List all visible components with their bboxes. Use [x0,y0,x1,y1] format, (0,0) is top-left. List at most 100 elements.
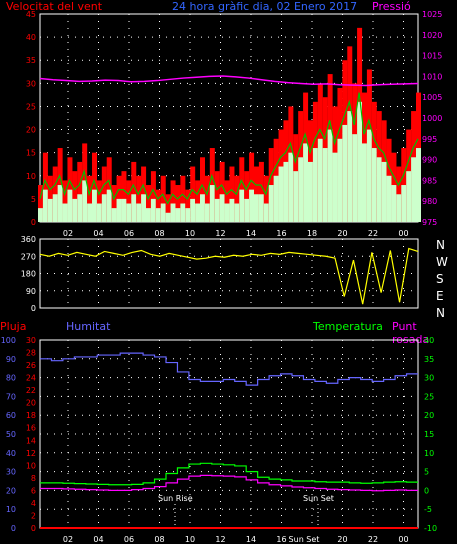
wind-low-bar [386,175,392,222]
direction-panel-ticks: 0 90 180 270 360 [21,235,36,313]
wind-low-bar [47,198,53,222]
x-tick-label: 06 [124,229,134,238]
wind-gust-bar [77,161,83,222]
wind-panel-series [38,27,421,222]
wind-low-bar [322,148,328,222]
rain-tick-label: 26 [26,361,36,370]
y2-tick-label: 1020 [422,31,442,40]
wind-low-bar [411,157,417,222]
wind-gust-bar [234,175,240,222]
direction-w: W [436,255,448,269]
y2-tick-label: 1010 [422,72,442,81]
y-tick-label: 360 [21,235,36,244]
humidity-panel-grid [40,339,418,529]
x-tick-label: 06 [124,535,134,544]
wind-low-bar [121,198,127,222]
wind-low-bar [155,208,161,222]
temp-tick-label: 15 [424,430,434,439]
wind-gust-bar [185,189,191,222]
y-tick-label: 270 [21,252,36,261]
rain-tick-label: 18 [26,411,36,420]
rain-tick-label: 2 [31,511,36,520]
wind-gust-bar [126,180,132,222]
wind-gust-bar [131,161,137,222]
x-tick-label: 02 [63,535,73,544]
wind-low-bar [175,208,181,222]
sunset-axis-label: Sun Set [289,535,320,544]
humidity-tick-label: 10 [6,505,16,514]
wind-low-bar [396,194,402,222]
y2-tick-label: 1025 [422,10,442,19]
wind-gust-bar [111,185,117,222]
wind-low-bar [67,189,73,222]
wind-low-bar [170,203,176,222]
wind-low-bar [92,189,97,222]
wind-low-bar [362,143,367,222]
wind-gust-bar [62,180,68,222]
wind-gust-bar [136,175,142,222]
x-tick-label: 02 [63,229,73,238]
x-tick-label: 20 [337,229,347,238]
temp-tick-label: 10 [424,449,434,458]
wind-low-bar [106,189,112,222]
wind-low-bar [273,175,279,222]
x-tick-label: 10 [185,229,195,238]
x-tick-label: 16 [276,535,286,544]
wind-low-bar [82,180,88,222]
wind-gust-bar [96,180,102,222]
wind-low-bar [283,161,289,222]
wind-low-bar [126,203,132,222]
y-tick-label: 0 [31,304,36,313]
wind-low-bar [293,171,299,222]
y2-tick-label: 1000 [422,114,442,123]
y2-tick-label: 975 [422,218,437,227]
humidity-tick-label: 100 [1,336,16,345]
wind-low-bar [200,194,205,222]
direction-e: E [436,289,444,303]
x-tick-label: 22 [368,229,378,238]
rain-tick-label: 16 [26,424,36,433]
rain-tick-label: 22 [26,386,36,395]
humidity-label: Humitat [66,320,111,333]
wind-speed-label: Velocitat del vent [6,0,103,13]
wind-average-line [39,92,419,205]
humidity-tick-label: 50 [6,430,16,439]
humidity-tick-label: 60 [6,411,16,420]
x-tick-label: 18 [307,229,317,238]
y-tick-label: 10 [26,172,36,181]
wind-low-bar [406,171,412,222]
humidity-tick-label: 40 [6,449,16,458]
y-tick-label: 30 [26,79,36,88]
wind-low-bar [87,203,93,222]
y-tick-label: 40 [26,33,36,42]
y2-tick-label: 990 [422,156,437,165]
rain-tick-label: 24 [26,374,36,383]
direction-panel-series [39,247,419,305]
wind-gust-bar [204,175,210,222]
y-tick-label: 45 [26,10,36,19]
wind-low-bar [317,138,323,222]
wind-low-bar [150,198,156,222]
wind-low-bar [42,189,48,222]
wind-low-bar [111,208,117,222]
x-tick-label: 00 [398,535,408,544]
humidity-panel-ticks: 0246810121416182022242628300102030405060… [1,336,437,544]
wind-low-bar [146,208,151,222]
wind-low-bar [278,166,284,222]
wind-low-bar [214,198,220,222]
wind-low-bar [347,111,353,222]
wind-gust-bar [195,180,201,222]
wind-low-bar [116,198,122,222]
wind-low-bar [209,185,215,222]
temp-tick-label: 25 [424,392,434,401]
x-tick-label: 20 [337,535,347,544]
x-tick-label: 04 [93,535,103,544]
y2-tick-label: 995 [422,135,437,144]
x-tick-label: 08 [154,229,164,238]
y2-tick-label: 985 [422,176,437,185]
wind-gust-bar [38,185,43,222]
wind-low-bar [195,203,201,222]
humidity-tick-label: 30 [6,468,16,477]
pressure-line [39,75,419,87]
